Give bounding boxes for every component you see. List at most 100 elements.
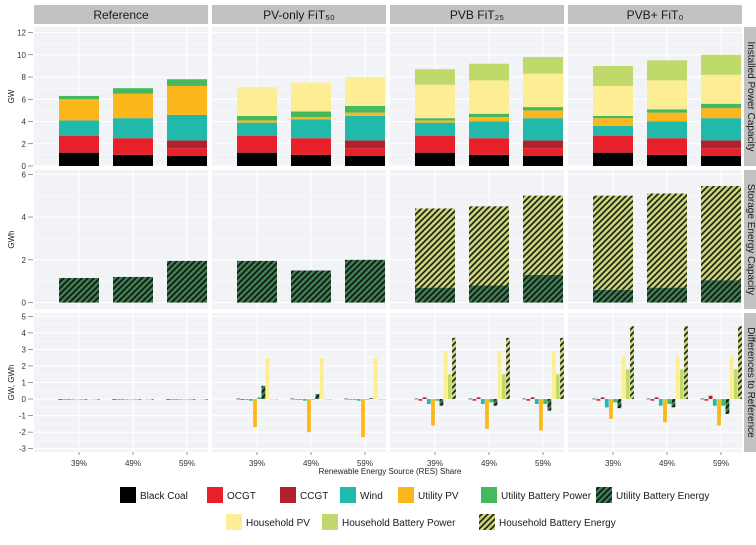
bar-household-pv	[593, 85, 633, 116]
diff-bar-ccgt	[120, 399, 125, 400]
diff-bar-utility-battery-power	[133, 399, 138, 400]
diff-bar-black-coal	[344, 398, 349, 400]
diff-bar-household-battery-power	[377, 399, 382, 400]
diff-bar-wind	[712, 399, 717, 406]
diff-bar-household-pv	[265, 357, 270, 400]
bar-wind	[291, 119, 331, 139]
diff-bar-household-pv	[319, 357, 324, 400]
diff-bar-utility-pv	[129, 399, 133, 400]
diff-bar-ccgt	[476, 397, 481, 400]
y-tick-label: -2	[19, 428, 27, 437]
bar-household-battery-energy	[647, 193, 687, 288]
bar-utility-battery-energy	[59, 277, 99, 303]
bar-utility-pv	[59, 99, 99, 121]
bar-black-coal	[167, 155, 207, 166]
x-tick-label: 59%	[357, 459, 373, 468]
bar-household-battery-power	[647, 60, 687, 81]
diff-bar-ccgt	[600, 397, 605, 400]
bar-household-battery-energy	[593, 195, 633, 290]
diff-bar-household-battery-energy	[452, 337, 456, 400]
diff-bar-utility-battery-power	[187, 399, 192, 400]
legend-key-utility-pv	[398, 487, 414, 503]
diff-bar-household-battery-energy	[506, 337, 510, 400]
bar-utility-battery-energy	[593, 289, 633, 303]
bar-household-pv	[523, 73, 563, 108]
diff-bar-utility-battery-energy	[493, 399, 498, 406]
bar-ocgt	[113, 138, 153, 155]
x-tick-label: 39%	[249, 459, 265, 468]
diff-bar-household-battery-energy	[274, 399, 278, 400]
diff-bar-utility-battery-energy	[725, 399, 730, 414]
bars	[58, 54, 742, 438]
y-tick-label: 2	[22, 256, 27, 265]
bar-utility-battery-power	[291, 111, 331, 118]
bar-utility-pv	[523, 110, 563, 119]
bar-black-coal	[237, 152, 277, 166]
legend-key-wind	[340, 487, 356, 503]
diff-bar-household-pv	[621, 356, 626, 400]
bar-utility-battery-energy	[523, 274, 563, 303]
bar-utility-battery-energy	[469, 285, 509, 303]
bar-household-battery-power	[415, 69, 455, 85]
diff-bar-ocgt	[472, 399, 477, 401]
y-tick-label: -1	[19, 412, 27, 421]
bar-household-pv	[415, 84, 455, 119]
diff-bar-ocgt	[294, 399, 299, 400]
bar-black-coal	[593, 152, 633, 166]
bar-household-battery-energy	[469, 206, 509, 286]
bar-wind	[167, 114, 207, 141]
legend-label-ccgt: CCGT	[300, 491, 328, 502]
diff-bar-ccgt	[352, 399, 357, 400]
facet-strip-1	[212, 5, 386, 24]
y-tick-label: 0	[22, 395, 27, 404]
bar-utility-battery-energy	[167, 260, 207, 303]
x-tick-label: 49%	[125, 459, 141, 468]
diff-bar-household-battery-energy	[328, 399, 332, 400]
bar-ocgt	[469, 138, 509, 155]
bar-household-pv	[647, 80, 687, 110]
bar-household-battery-power	[523, 57, 563, 74]
diff-bar-wind	[480, 399, 485, 405]
diff-bar-utility-battery-energy	[191, 399, 196, 400]
legend-key-ocgt	[207, 487, 223, 503]
bar-black-coal	[113, 154, 153, 166]
bar-ocgt	[291, 138, 331, 155]
diff-bar-utility-battery-power	[543, 399, 548, 405]
y-tick-label: 1	[22, 379, 27, 388]
diff-bar-wind	[604, 399, 609, 408]
diff-bar-household-battery-energy	[150, 399, 154, 400]
bar-wind	[701, 118, 741, 141]
bar-utility-battery-energy	[291, 270, 331, 303]
bar-black-coal	[415, 152, 455, 166]
diff-bar-utility-battery-energy	[261, 385, 266, 400]
bar-utility-pv	[167, 85, 207, 115]
bar-ocgt	[523, 148, 563, 156]
diff-bar-utility-battery-energy	[547, 399, 552, 411]
diff-bar-ocgt	[62, 399, 67, 400]
diff-bar-black-coal	[646, 398, 651, 400]
y-tick-label: 6	[22, 170, 27, 179]
diff-bar-utility-pv	[307, 399, 311, 433]
legend-key-utility-battery-power	[481, 487, 497, 503]
facet-strip-2	[390, 5, 564, 24]
bar-household-pv	[291, 82, 331, 112]
diff-bar-wind	[534, 399, 539, 405]
diff-bar-household-battery-power	[625, 369, 630, 400]
bar-utility-battery-power	[345, 105, 385, 113]
diff-bar-utility-battery-power	[435, 399, 440, 401]
bar-utility-battery-power	[415, 118, 455, 121]
bar-utility-battery-power	[647, 109, 687, 113]
diff-bar-household-pv	[195, 399, 200, 400]
y-axis-label-0: GW	[7, 89, 16, 103]
y-tick-label: -3	[19, 445, 27, 454]
legend-key-utility-battery-energy	[596, 487, 612, 503]
y-tick-label: 12	[17, 29, 26, 38]
bar-utility-battery-power	[59, 95, 99, 100]
diff-bar-utility-battery-power	[257, 397, 262, 400]
diff-bar-ccgt	[654, 397, 659, 400]
bar-utility-pv	[701, 108, 741, 119]
bar-household-battery-energy	[701, 186, 741, 281]
bar-utility-battery-energy	[701, 280, 741, 303]
diff-bar-household-pv	[729, 356, 734, 400]
diff-bar-utility-battery-energy	[439, 399, 444, 406]
